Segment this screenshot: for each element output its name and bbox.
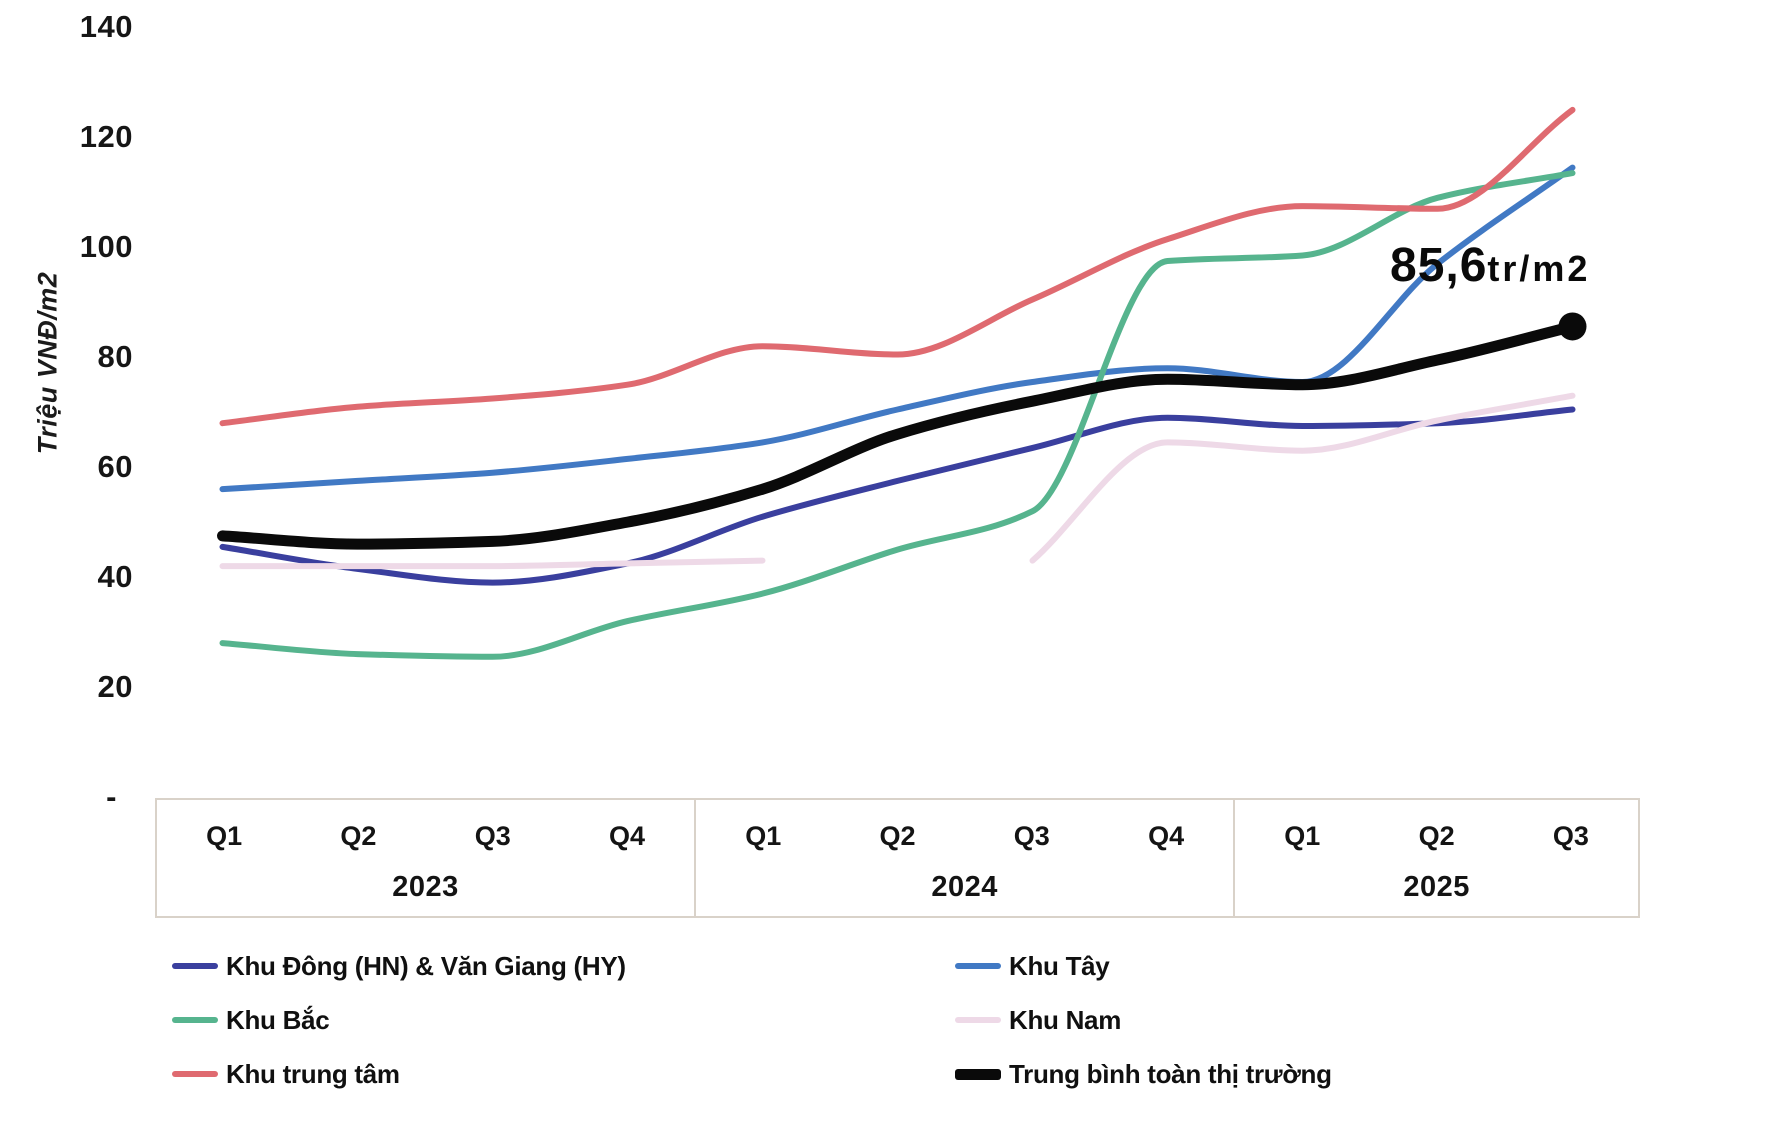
legend-label: Khu Nam <box>1009 1004 1122 1035</box>
legend-item-khu-tay: Khu Tây <box>955 946 1110 986</box>
x-axis-quarter-label: Q3 <box>1013 820 1050 851</box>
legend-label: Khu Bắc <box>226 1004 330 1035</box>
data-label-annotation: 85,6 tr/m2 <box>1390 238 1590 293</box>
legend-swatch-khu-trung-tam <box>172 1071 218 1077</box>
legend-swatch-trung-binh <box>955 1068 1001 1080</box>
legend-item-khu-nam: Khu Nam <box>955 1000 1121 1040</box>
y-axis-tick: 40 <box>97 559 133 595</box>
legend-item-khu-dong: Khu Đông (HN) & Văn Giang (HY) <box>172 946 626 986</box>
series-end-marker <box>1558 312 1587 341</box>
x-axis-quarter-label: Q4 <box>1148 820 1185 851</box>
x-axis-year-group: Q1 Q2 Q3 Q4 2024 <box>694 800 1233 916</box>
legend-item-khu-trung-tam: Khu trung tâm <box>172 1054 400 1094</box>
x-axis-year-label: 2024 <box>931 870 998 903</box>
annotation-value: 85,6 <box>1390 239 1488 292</box>
legend-item-khu-bac: Khu Bắc <box>172 1000 330 1040</box>
series-line-khu-tay <box>219 164 1576 493</box>
x-axis-quarter-label: Q1 <box>1284 820 1321 851</box>
legend-item-trung-binh: Trung bình toàn thị trường <box>955 1054 1332 1094</box>
series-line-khu-trung-tam <box>219 106 1576 427</box>
series-line-khu-bac <box>219 170 1576 660</box>
annotation-unit: tr/m2 <box>1487 248 1591 289</box>
x-axis-table: Q1 Q2 Q3 Q4 2023 Q1 Q2 Q3 Q4 2024 Q1 Q2 Q3 2025 <box>155 798 1640 918</box>
y-axis-tick: 20 <box>97 669 133 705</box>
legend-label: Khu Đông (HN) & Văn Giang (HY) <box>226 950 626 981</box>
series-line-trung-binh <box>217 321 1578 550</box>
y-axis-tick: 60 <box>97 449 133 485</box>
y-axis-tick: 80 <box>97 339 133 375</box>
legend-swatch-khu-nam <box>955 1017 1001 1023</box>
series-line-khu-nam <box>1029 392 1576 564</box>
legend-swatch-khu-tay <box>955 963 1001 969</box>
legend-label: Trung bình toàn thị trường <box>1009 1058 1332 1089</box>
y-axis-tick: - <box>106 779 117 814</box>
x-axis-quarter-label: Q1 <box>206 820 243 851</box>
x-axis-year-label: 2023 <box>392 870 459 903</box>
y-axis-tick: 120 <box>79 119 133 155</box>
y-axis-tick: 100 <box>79 229 133 265</box>
x-axis-year-label: 2025 <box>1403 870 1470 903</box>
x-axis-quarter-label: Q2 <box>1418 820 1455 851</box>
legend-swatch-khu-dong <box>172 963 218 969</box>
x-axis-quarter-label: Q2 <box>340 820 377 851</box>
y-axis-tick: 140 <box>79 9 133 45</box>
x-axis-quarter-label: Q3 <box>1552 820 1589 851</box>
x-axis-quarter-label: Q2 <box>879 820 916 851</box>
x-axis-quarter-label: Q3 <box>474 820 511 851</box>
series-line-khu-nam <box>219 557 766 570</box>
series-line-khu-dong <box>219 406 1576 586</box>
x-axis-year-group: Q1 Q2 Q3 Q4 2023 <box>157 800 694 916</box>
legend-label: Khu trung tâm <box>226 1058 400 1089</box>
x-axis-year-group: Q1 Q2 Q3 2025 <box>1233 800 1638 916</box>
x-axis-quarter-label: Q4 <box>608 820 645 851</box>
legend-label: Khu Tây <box>1009 950 1110 981</box>
x-axis-quarter-label: Q1 <box>745 820 782 851</box>
legend-swatch-khu-bac <box>172 1017 218 1023</box>
